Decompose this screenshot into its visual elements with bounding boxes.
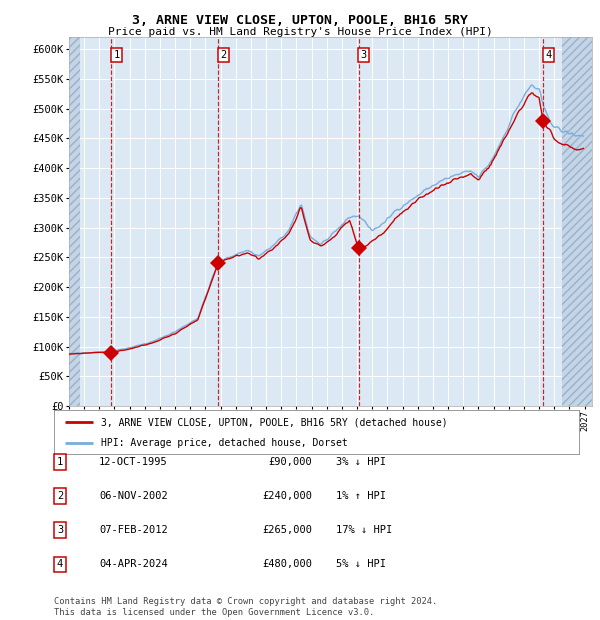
Text: 4: 4 bbox=[57, 559, 63, 569]
Text: 12-OCT-1995: 12-OCT-1995 bbox=[99, 457, 168, 467]
Text: 3, ARNE VIEW CLOSE, UPTON, POOLE, BH16 5RY (detached house): 3, ARNE VIEW CLOSE, UPTON, POOLE, BH16 5… bbox=[101, 417, 448, 427]
Bar bbox=[69, 37, 80, 406]
Text: 1: 1 bbox=[113, 50, 120, 60]
Text: 3: 3 bbox=[57, 525, 63, 535]
Text: 3, ARNE VIEW CLOSE, UPTON, POOLE, BH16 5RY: 3, ARNE VIEW CLOSE, UPTON, POOLE, BH16 5… bbox=[132, 14, 468, 27]
Text: 1% ↑ HPI: 1% ↑ HPI bbox=[336, 491, 386, 501]
Text: 3% ↓ HPI: 3% ↓ HPI bbox=[336, 457, 386, 467]
Text: 1: 1 bbox=[57, 457, 63, 467]
Bar bbox=[562, 37, 592, 406]
Text: HPI: Average price, detached house, Dorset: HPI: Average price, detached house, Dors… bbox=[101, 438, 348, 448]
Text: 07-FEB-2012: 07-FEB-2012 bbox=[99, 525, 168, 535]
Text: Contains HM Land Registry data © Crown copyright and database right 2024.
This d: Contains HM Land Registry data © Crown c… bbox=[54, 598, 437, 617]
Text: 17% ↓ HPI: 17% ↓ HPI bbox=[336, 525, 392, 535]
Text: £480,000: £480,000 bbox=[262, 559, 312, 569]
Text: 5% ↓ HPI: 5% ↓ HPI bbox=[336, 559, 386, 569]
Text: £90,000: £90,000 bbox=[268, 457, 312, 467]
Text: £265,000: £265,000 bbox=[262, 525, 312, 535]
Text: 4: 4 bbox=[545, 50, 551, 60]
Text: Price paid vs. HM Land Registry's House Price Index (HPI): Price paid vs. HM Land Registry's House … bbox=[107, 27, 493, 37]
Text: £240,000: £240,000 bbox=[262, 491, 312, 501]
Text: 3: 3 bbox=[361, 50, 367, 60]
Text: 06-NOV-2002: 06-NOV-2002 bbox=[99, 491, 168, 501]
Text: 04-APR-2024: 04-APR-2024 bbox=[99, 559, 168, 569]
Text: 2: 2 bbox=[57, 491, 63, 501]
Text: 2: 2 bbox=[221, 50, 227, 60]
